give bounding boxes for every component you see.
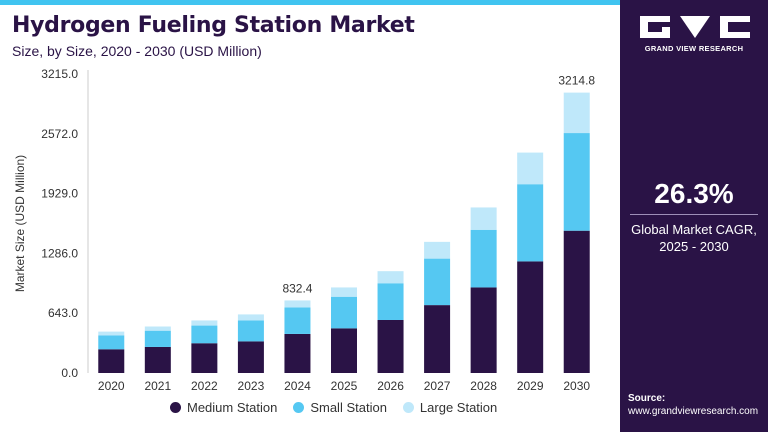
bar-small-station xyxy=(98,335,125,350)
cagr-label-line2: 2025 - 2030 xyxy=(659,239,729,254)
logo-text: GRAND VIEW RESEARCH xyxy=(644,44,744,53)
legend-dot-medium xyxy=(170,402,181,413)
x-tick-label: 2028 xyxy=(470,379,497,393)
x-tick-label: 2025 xyxy=(331,379,358,393)
x-tick-label: 2029 xyxy=(517,379,544,393)
bar-large-station xyxy=(563,92,590,134)
data-label: 832.4 xyxy=(282,281,312,295)
y-tick-label: 0.0 xyxy=(61,366,78,380)
bar-large-station xyxy=(98,331,125,336)
legend-item-medium: Medium Station xyxy=(170,400,277,415)
y-tick-label: 2572.0 xyxy=(41,127,78,141)
y-tick-label: 1286.0 xyxy=(41,246,78,260)
bar-large-station xyxy=(237,314,264,321)
bar-large-station xyxy=(144,326,171,331)
legend-dot-large xyxy=(402,402,414,413)
legend-item-small: Small Station xyxy=(293,400,387,415)
bar-small-station xyxy=(144,330,171,347)
bar-small-station xyxy=(191,325,218,344)
bar-chart: 0.0 643.0 1286.0 1929.0 2572.0 3215.0 Market S… xyxy=(13,67,595,393)
chart-title: Hydrogen Fueling Station Market xyxy=(12,13,415,38)
bar-small-station xyxy=(377,283,404,320)
bar-medium-station xyxy=(98,349,125,373)
chart-subtitle: Size, by Size, 2020 - 2030 (USD Million) xyxy=(12,43,262,59)
legend-item-large: Large Station xyxy=(402,400,498,415)
bar-large-station xyxy=(191,320,218,326)
legend-dot-small xyxy=(293,402,305,413)
bar-small-station xyxy=(424,258,451,306)
x-tick-label: 2021 xyxy=(144,379,171,393)
y-tick-label: 643.0 xyxy=(48,306,78,320)
bar-medium-station xyxy=(424,305,451,373)
cagr-label: Global Market CAGR, 2025 - 2030 xyxy=(620,221,768,255)
legend-label-large: Large Station xyxy=(419,400,498,415)
info-panel: GRAND VIEW RESEARCH 26.3% Global Market … xyxy=(620,0,768,432)
y-tick-label: 3215.0 xyxy=(41,67,78,81)
chart-legend: Medium Station Small Station Large Stati… xyxy=(170,400,497,415)
x-tick-label: 2020 xyxy=(98,379,125,393)
cagr-value: 26.3% xyxy=(654,178,734,209)
bar-large-station xyxy=(331,287,357,297)
x-tick-label: 2022 xyxy=(191,379,218,393)
bar-large-station xyxy=(377,271,404,284)
accent-top-bar xyxy=(0,0,620,5)
cagr-divider xyxy=(630,214,758,215)
x-tick-label: 2026 xyxy=(377,379,404,393)
y-tick-label: 1929.0 xyxy=(41,187,78,201)
bar-medium-station xyxy=(284,333,311,373)
bar-small-station xyxy=(237,320,264,342)
legend-label-medium: Medium Station xyxy=(187,400,278,415)
x-tick-label: 2030 xyxy=(563,379,590,393)
bar-medium-station xyxy=(470,287,497,373)
grand-view-research-logo xyxy=(640,16,750,38)
bar-medium-station xyxy=(377,319,404,373)
y-axis-label: Market Size (USD Million) xyxy=(13,155,27,292)
cagr-label-line1: Global Market CAGR, xyxy=(631,222,757,237)
bar-small-station xyxy=(331,296,357,329)
bar-small-station xyxy=(563,133,590,231)
source-link[interactable]: www.grandviewresearch.com xyxy=(628,406,759,417)
bar-large-station xyxy=(424,241,451,259)
bar-large-station xyxy=(517,152,544,185)
bar-medium-station xyxy=(331,328,357,373)
source-label: Source: xyxy=(628,393,666,404)
bar-large-station xyxy=(470,207,497,230)
bar-small-station xyxy=(284,307,311,334)
x-tick-label: 2023 xyxy=(238,379,265,393)
bar-medium-station xyxy=(191,343,218,373)
bar-small-station xyxy=(517,184,544,262)
bar-large-station xyxy=(284,300,311,308)
bar-medium-station xyxy=(517,261,544,373)
bar-small-station xyxy=(470,229,497,288)
data-label: 3214.8 xyxy=(558,74,595,88)
x-tick-label: 2027 xyxy=(424,379,451,393)
bar-medium-station xyxy=(563,230,590,373)
legend-label-small: Small Station xyxy=(310,400,387,415)
bar-medium-station xyxy=(144,346,171,373)
bar-medium-station xyxy=(237,341,264,373)
x-tick-label: 2024 xyxy=(284,379,311,393)
